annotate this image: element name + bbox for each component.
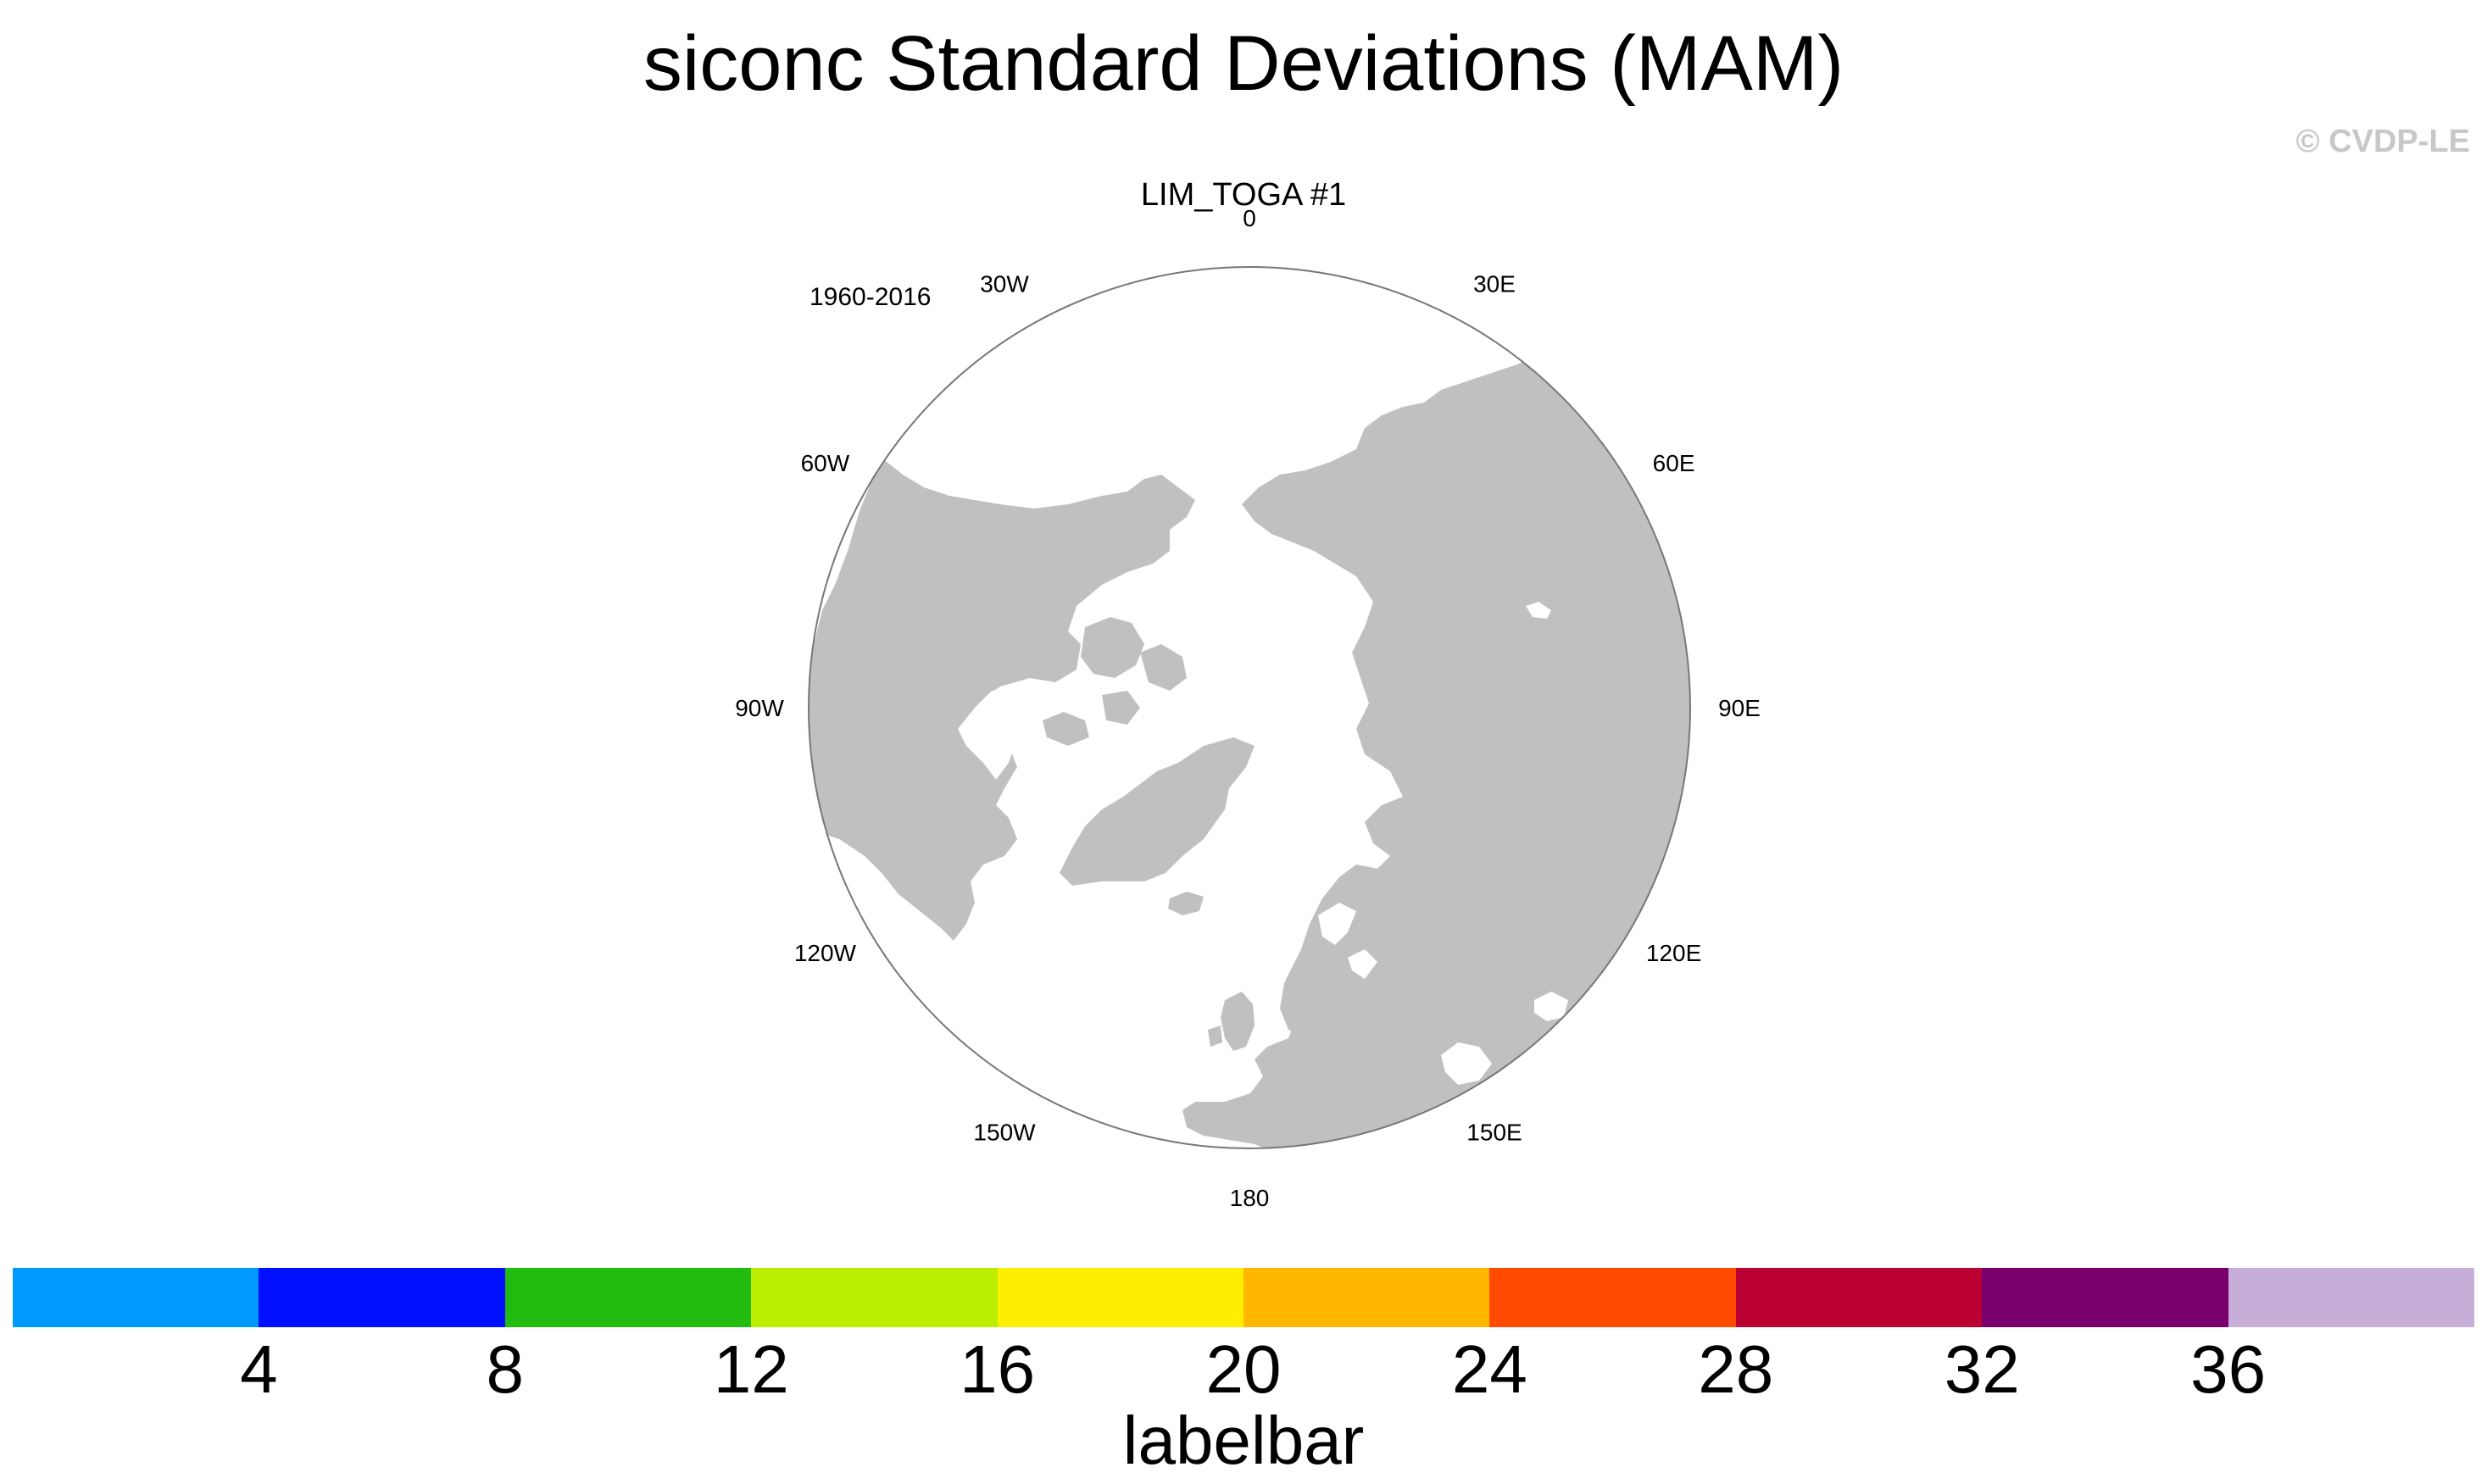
- longitude-label: 150E: [1466, 1120, 1522, 1146]
- labelbar-tick-label: 32: [1944, 1331, 2020, 1407]
- labelbar-tick-label: 12: [713, 1331, 789, 1407]
- labelbar-box: [1982, 1268, 2228, 1327]
- labelbar-tick-label: 28: [1698, 1331, 1774, 1407]
- labelbar: [13, 1268, 2475, 1327]
- labelbar-tick-label: 4: [240, 1331, 278, 1407]
- labelbar-title: labelbar: [1122, 1403, 1365, 1478]
- longitude-label: 30W: [980, 270, 1029, 297]
- land-iceland: [1168, 892, 1204, 915]
- land-north-america: [809, 458, 1195, 941]
- land-greenland: [1060, 737, 1255, 886]
- labelbar-tick-label: 8: [486, 1331, 525, 1407]
- longitude-label: 150W: [973, 1120, 1036, 1146]
- land-british-isles: [1208, 992, 1255, 1051]
- sea-white: [1318, 903, 1377, 979]
- labelbar-box: [1735, 1268, 1983, 1327]
- lake-hudson-bay: [958, 688, 1034, 780]
- copyright-watermark: © CVDP-LE: [2295, 124, 2470, 159]
- labelbar-box: [1489, 1268, 1736, 1327]
- longitude-label: 60W: [801, 450, 850, 476]
- lake-baikal: [1526, 602, 1551, 619]
- labelbar-tick-label: 20: [1205, 1331, 1282, 1407]
- longitude-label: 120W: [794, 940, 857, 966]
- labelbar-box: [997, 1268, 1244, 1327]
- land-scandinavia: [1280, 949, 1344, 1038]
- land-arctic-islands: [1043, 617, 1187, 746]
- period-label: 1960-2016: [810, 283, 932, 311]
- labelbar-box: [504, 1268, 752, 1327]
- labelbar-tick-label: 36: [2190, 1331, 2267, 1407]
- longitude-label: 60E: [1653, 450, 1695, 476]
- labelbar-box: [1244, 1268, 1490, 1327]
- longitude-label: 0: [1243, 205, 1256, 231]
- labelbar-box: [13, 1268, 259, 1327]
- panel-label: LIM_TOGA #1: [1140, 177, 1347, 213]
- longitude-label: 180: [1230, 1185, 1270, 1211]
- longitude-label: 120E: [1646, 940, 1701, 966]
- labelbar-tick-label: 16: [960, 1331, 1036, 1407]
- chart-title: siconc Standard Deviations (MAM): [643, 20, 1844, 107]
- labelbar-tick-label: 24: [1451, 1331, 1527, 1407]
- sea-aral: [1534, 992, 1568, 1021]
- longitude-label: 90E: [1718, 695, 1761, 721]
- sea-caspian: [1441, 1042, 1492, 1085]
- labelbar-box: [2228, 1268, 2475, 1327]
- map-boundary: [808, 266, 1691, 1149]
- longitude-label: 30E: [1473, 270, 1516, 297]
- longitude-label: 90W: [735, 695, 784, 721]
- labelbar-box: [751, 1268, 998, 1327]
- labelbar-box: [259, 1268, 505, 1327]
